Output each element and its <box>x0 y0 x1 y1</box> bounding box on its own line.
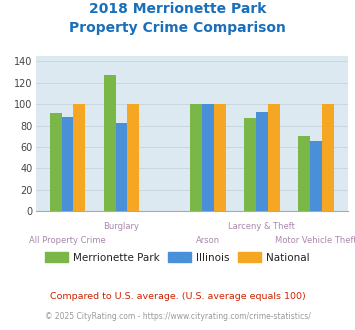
Bar <box>73 104 85 211</box>
Bar <box>116 123 127 211</box>
Legend: Merrionette Park, Illinois, National: Merrionette Park, Illinois, National <box>41 248 314 267</box>
Text: Compared to U.S. average. (U.S. average equals 100): Compared to U.S. average. (U.S. average … <box>50 292 305 301</box>
Text: Larceny & Theft: Larceny & Theft <box>229 222 295 231</box>
Bar <box>50 113 61 211</box>
Bar <box>268 104 280 211</box>
Bar <box>256 112 268 211</box>
Bar <box>190 104 202 211</box>
Bar <box>244 118 256 211</box>
Text: 2018 Merrionette Park: 2018 Merrionette Park <box>89 2 266 16</box>
Text: Arson: Arson <box>196 236 220 245</box>
Bar <box>322 104 334 211</box>
Text: © 2025 CityRating.com - https://www.cityrating.com/crime-statistics/: © 2025 CityRating.com - https://www.city… <box>45 312 310 321</box>
Bar <box>127 104 139 211</box>
Bar <box>61 117 73 211</box>
Bar <box>298 136 310 211</box>
Bar <box>202 104 214 211</box>
Text: Motor Vehicle Theft: Motor Vehicle Theft <box>275 236 355 245</box>
Bar <box>104 75 116 211</box>
Text: Property Crime Comparison: Property Crime Comparison <box>69 21 286 35</box>
Bar <box>214 104 226 211</box>
Text: Burglary: Burglary <box>104 222 140 231</box>
Text: All Property Crime: All Property Crime <box>29 236 106 245</box>
Bar <box>310 141 322 211</box>
